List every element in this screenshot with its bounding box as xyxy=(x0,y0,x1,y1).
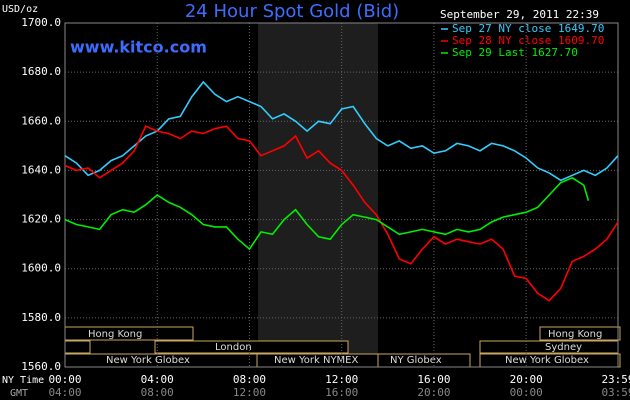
session-label: Sydney xyxy=(545,342,582,353)
legend-entry: Sep 28 NY close 1609.70 xyxy=(452,34,604,47)
x-tick-label: 04:00 xyxy=(141,373,174,386)
x-tick-label: 20:00 xyxy=(510,373,543,386)
y-tick-label: 1560.0 xyxy=(21,360,61,373)
x-axis-label: NY Time xyxy=(2,375,44,386)
session-label: Hong Kong xyxy=(88,329,142,340)
x-tick-label: 23:59 xyxy=(601,373,630,386)
y-tick-label: 1640.0 xyxy=(21,163,61,176)
y-tick-label: 1620.0 xyxy=(21,213,61,226)
session-label: New York Globex xyxy=(505,355,589,366)
x-tick-label: 08:00 xyxy=(233,373,266,386)
legend-entry: Sep 27 NY close 1649.70 xyxy=(452,22,604,35)
session-label: New York NYMEX xyxy=(274,355,359,366)
x2-tick-label: 03:59 xyxy=(601,386,630,399)
x-tick-label: 00:00 xyxy=(48,373,81,386)
session-label: Hong Kong xyxy=(548,329,602,340)
plot-frame xyxy=(64,22,619,368)
session-label: New York Globex xyxy=(106,355,190,366)
source: www.kitco.com xyxy=(70,38,207,57)
session-label: NY Globex xyxy=(390,355,442,366)
y-tick-label: 1700.0 xyxy=(21,16,61,29)
y-tick-label: 1600.0 xyxy=(21,262,61,275)
y-tick-label: 1580.0 xyxy=(21,311,61,324)
x-tick-label: 12:00 xyxy=(325,373,358,386)
x2-tick-label: 20:00 xyxy=(417,386,450,399)
x2-tick-label: 08:00 xyxy=(141,386,174,399)
session-box xyxy=(64,340,91,354)
session-label: London xyxy=(215,342,252,353)
y-axis-label: USD/oz xyxy=(2,4,38,15)
legend-entry: Sep 29 Last 1627.70 xyxy=(452,46,578,59)
x2-tick-label: 16:00 xyxy=(325,386,358,399)
session-box xyxy=(154,340,349,354)
x2-axis-label: GMT xyxy=(10,388,28,399)
series-line xyxy=(64,125,619,302)
y-tick-label: 1660.0 xyxy=(21,114,61,127)
nymex-shade xyxy=(258,23,378,367)
x2-tick-label: 04:00 xyxy=(48,386,81,399)
x2-tick-label: 00:00 xyxy=(510,386,543,399)
x2-tick-label: 12:00 xyxy=(233,386,266,399)
chart-title: 24 Hour Spot Gold (Bid) xyxy=(185,1,399,22)
x-tick-label: 16:00 xyxy=(417,373,450,386)
sessions: Hong Kong Hong Kong London Sydney New Yo… xyxy=(64,326,621,368)
series-line xyxy=(64,176,590,251)
y-tick-label: 1680.0 xyxy=(21,65,61,78)
session-box xyxy=(539,326,621,341)
timestamp: September 29, 2011 22:39 xyxy=(440,8,599,21)
